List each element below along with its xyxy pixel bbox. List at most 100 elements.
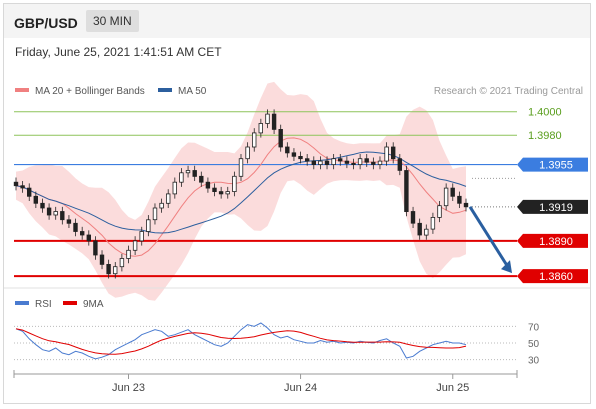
candle-body [232, 175, 237, 193]
rsi-ma-line [15, 328, 467, 355]
candle-body [318, 160, 323, 166]
candle-body [218, 191, 224, 195]
candle-body [73, 222, 78, 232]
candle-body [172, 181, 177, 195]
candle-body [450, 187, 455, 197]
credit-text: Research © 2021 Trading Central [434, 86, 583, 97]
candle-body [106, 263, 111, 275]
candle-body [278, 128, 283, 148]
candle-body [40, 202, 45, 209]
candle-body [410, 211, 416, 224]
candle-body [199, 175, 204, 183]
rsi-tick-50: 50 [528, 339, 540, 350]
candle-body [46, 207, 52, 216]
candle-body [159, 202, 164, 209]
candle-body [430, 216, 436, 230]
candle-body [93, 240, 98, 256]
candle-body [337, 158, 343, 162]
candle-body [364, 158, 369, 163]
candle-body [437, 205, 442, 218]
candle-body [351, 162, 356, 165]
candle-body [357, 158, 363, 165]
x-tick-label: Jun 23 [112, 382, 145, 394]
candle-body [397, 158, 402, 171]
candle-body [404, 170, 409, 212]
legend-swatch-ma50 [158, 88, 172, 92]
candle-body [285, 146, 290, 154]
candle-body [271, 113, 277, 130]
candle-body [390, 146, 396, 160]
bollinger-band-area [16, 81, 466, 301]
level-1-3919-label: 1.3919 [539, 202, 573, 214]
level-1-3955-tag [517, 157, 588, 172]
candle-body [139, 231, 144, 242]
legend-label-rsi: RSI [35, 299, 52, 310]
candle-body [185, 170, 191, 174]
candle-body [80, 231, 85, 236]
legend-swatch-bollinger [15, 88, 29, 92]
candle-body [265, 113, 270, 124]
candle-body [424, 228, 429, 236]
candle-body [311, 160, 316, 166]
candle-body [20, 185, 25, 189]
legend-label-ma50: MA 50 [178, 86, 207, 97]
candle-body [113, 266, 118, 275]
candle-body [26, 187, 32, 197]
candle-body [60, 211, 65, 221]
currency-pair: GBP/USD [14, 15, 78, 31]
chart-frame [3, 3, 591, 404]
projection-arrow-head [501, 260, 512, 274]
candle-body [53, 211, 58, 216]
candle-body [238, 158, 244, 177]
candle-body [304, 158, 310, 162]
level-1-3919-tag [517, 199, 588, 214]
legend-label-rsi-ma: 9MA [83, 299, 104, 310]
candle-body [377, 160, 383, 166]
candle-body [384, 146, 389, 162]
candle-body [86, 234, 91, 242]
candle-body [457, 195, 462, 204]
candle-body [344, 160, 350, 164]
level-1-3860-tag [517, 269, 588, 284]
candle-body [251, 132, 257, 148]
candle-body [99, 254, 105, 265]
ma20-line [15, 137, 467, 257]
candle-body [245, 146, 250, 160]
chart-timestamp: Friday, June 25, 2021 1:41:51 AM CET [15, 45, 222, 59]
candle-body [192, 170, 197, 177]
candle-body [165, 193, 171, 204]
candle-body [205, 181, 211, 189]
legend-label-bollinger: MA 20 + Bollinger Bands [35, 86, 145, 97]
timeframe-button[interactable]: 30 MIN [86, 10, 139, 32]
rsi-tick-70: 70 [528, 322, 540, 333]
candle-body [331, 158, 336, 165]
candle-body [152, 207, 158, 221]
candle-body [225, 191, 230, 195]
level-1-4000-label: 1.4000 [528, 107, 562, 119]
candle-body [33, 195, 38, 204]
legend-swatch-rsi-ma [63, 301, 77, 305]
level-1-3890-tag [517, 233, 588, 248]
candle-body [298, 155, 303, 160]
candle-body [417, 222, 422, 236]
candle-body [179, 172, 184, 183]
level-1-3955-label: 1.3955 [539, 160, 573, 172]
rsi-tick-30: 30 [528, 356, 540, 367]
candle-body [291, 152, 297, 157]
candle-body [212, 187, 217, 193]
level-1-3980-label: 1.3980 [528, 130, 562, 142]
candle-body [126, 249, 131, 259]
candle-body [443, 187, 449, 207]
x-tick-label: Jun 24 [284, 382, 317, 394]
candle-body [324, 160, 330, 166]
candle-body [13, 181, 19, 187]
candle-body [66, 219, 72, 224]
candle-body [119, 258, 125, 268]
candle-body [371, 161, 376, 165]
candle-body [258, 123, 263, 134]
level-1-3860-label: 1.3860 [539, 271, 573, 283]
candle-body [146, 219, 151, 232]
chart-header: GBP/USD 30 MIN [4, 4, 590, 38]
projection-arrow-shaft [468, 206, 510, 268]
